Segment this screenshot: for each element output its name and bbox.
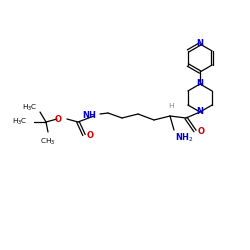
Text: N: N bbox=[196, 40, 203, 48]
Text: NH: NH bbox=[82, 110, 96, 120]
Text: NH$_2$: NH$_2$ bbox=[175, 132, 194, 144]
Text: O: O bbox=[198, 126, 205, 136]
Text: H$_3$C: H$_3$C bbox=[12, 117, 28, 127]
Text: CH$_3$: CH$_3$ bbox=[40, 137, 56, 147]
Text: H$_3$C: H$_3$C bbox=[22, 103, 38, 113]
Text: H: H bbox=[168, 103, 174, 109]
Text: N: N bbox=[196, 80, 203, 88]
Text: O: O bbox=[55, 114, 62, 124]
Text: O: O bbox=[87, 130, 94, 140]
Text: N: N bbox=[196, 108, 203, 116]
